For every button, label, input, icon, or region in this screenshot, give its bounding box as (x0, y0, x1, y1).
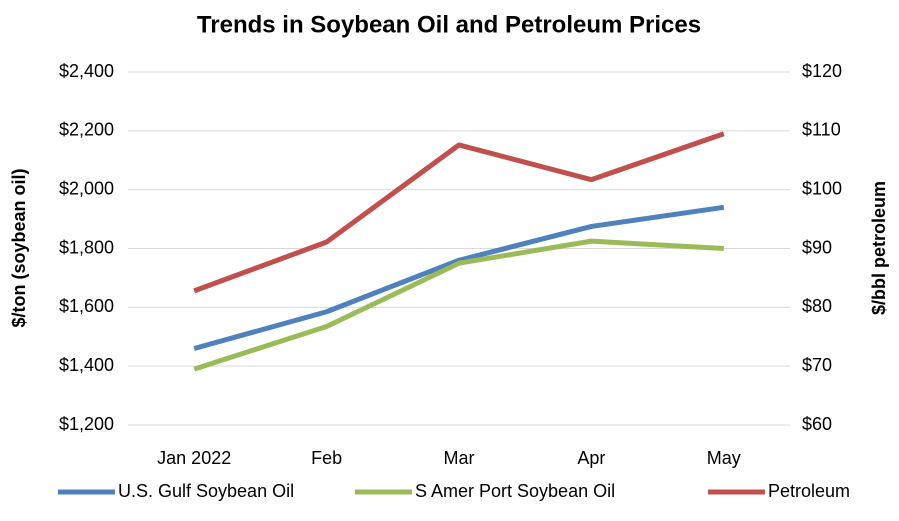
y-tick-label: $1,600 (59, 296, 114, 316)
y-tick-label: $2,000 (59, 178, 114, 198)
series-line (193, 204, 725, 351)
x-tick-label: Mar (444, 448, 475, 468)
y2-axis-label: $/bbl petroleum (869, 181, 889, 315)
y-tick-label: $2,200 (59, 120, 114, 140)
legend-label: U.S. Gulf Soybean Oil (118, 481, 294, 501)
y2-tick-label: $100 (802, 178, 842, 198)
y-tick-label: $1,200 (59, 414, 114, 434)
y-tick-label: $2,400 (59, 61, 114, 81)
x-tick-label: Feb (311, 448, 342, 468)
y2-tick-label: $80 (802, 296, 832, 316)
series-line (193, 238, 724, 372)
y2-tick-label: $90 (802, 237, 832, 257)
y2-tick-label: $60 (802, 414, 832, 434)
chart-title: Trends in Soybean Oil and Petroleum Pric… (197, 11, 701, 38)
legend-label: S Amer Port Soybean Oil (415, 481, 615, 501)
x-tick-label: Apr (577, 448, 605, 468)
legend-label: Petroleum (768, 481, 850, 501)
y2-tick-label: $110 (802, 120, 841, 140)
y2-tick-label: $120 (802, 61, 842, 81)
series-line (193, 131, 725, 294)
y-tick-label: $1,800 (59, 237, 114, 257)
y-tick-label: $1,400 (59, 355, 114, 375)
x-tick-label: May (707, 448, 741, 468)
y-axis-label: $/ton (soybean oil) (9, 168, 29, 327)
y2-tick-label: $70 (802, 355, 832, 375)
x-tick-label: Jan 2022 (157, 448, 231, 468)
